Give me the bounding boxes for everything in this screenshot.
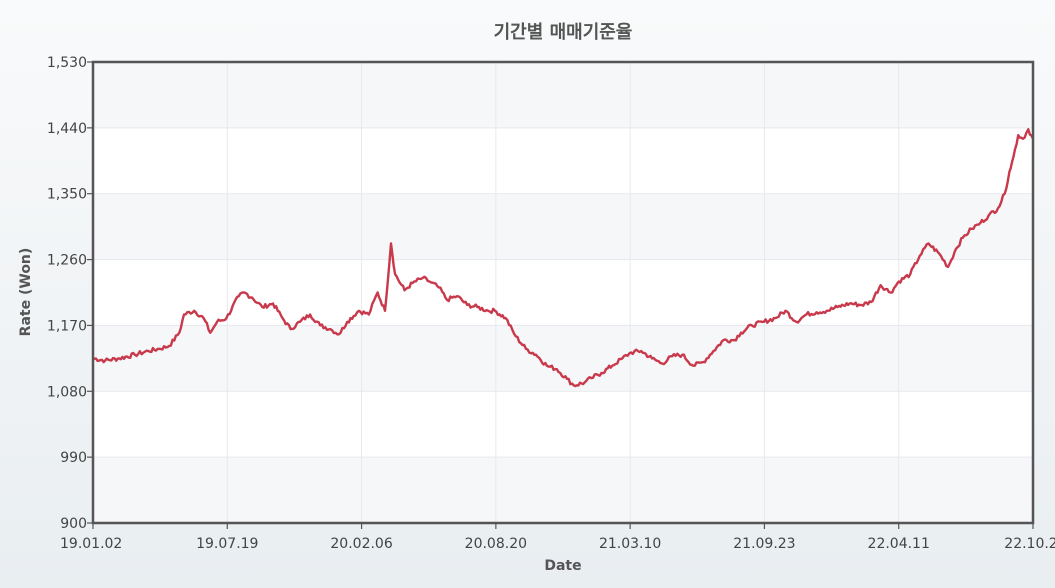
y-tick-label: 1,260 [47, 253, 87, 269]
plot-bands [93, 62, 1033, 523]
x-tick-label: 22.10.2 [1004, 536, 1055, 552]
plot-frame [91, 60, 1035, 525]
x-tick-label: 20.08.20 [465, 536, 527, 552]
x-tick-label: 21.09.23 [733, 536, 795, 552]
y-tick-label: 1,170 [47, 318, 87, 334]
y-axis-title: Rate (Won) [18, 248, 34, 337]
x-tick-label: 21.03.10 [599, 536, 661, 552]
x-axis-title: Date [544, 558, 581, 574]
x-tick-label: 19.07.19 [196, 536, 258, 552]
series-line [92, 128, 1035, 388]
y-tick-label: 1,080 [47, 384, 87, 400]
y-tick-label: 1,440 [47, 121, 87, 137]
x-tick-label: 22.04.11 [868, 536, 930, 552]
plot-band [93, 193, 1033, 260]
y-tick-label: 990 [60, 450, 87, 466]
y-axis: 900 990 1,080 1,170 1,260 1,350 1,440 1,530 [47, 55, 93, 532]
x-tick-label: 20.02.06 [330, 536, 392, 552]
x-tick-label: 19.01.02 [60, 536, 122, 552]
chart-title: 기간별 매매기준율 [494, 22, 633, 43]
plot-band [93, 457, 1033, 523]
y-tick-label: 900 [60, 516, 87, 532]
plot-band [93, 325, 1033, 392]
x-axis: 19.01.02 19.07.19 20.02.06 20.08.20 21.03.10… [60, 523, 1055, 552]
y-tick-label: 1,530 [47, 55, 87, 71]
plot-band [93, 62, 1033, 128]
y-tick-label: 1,350 [47, 187, 87, 203]
